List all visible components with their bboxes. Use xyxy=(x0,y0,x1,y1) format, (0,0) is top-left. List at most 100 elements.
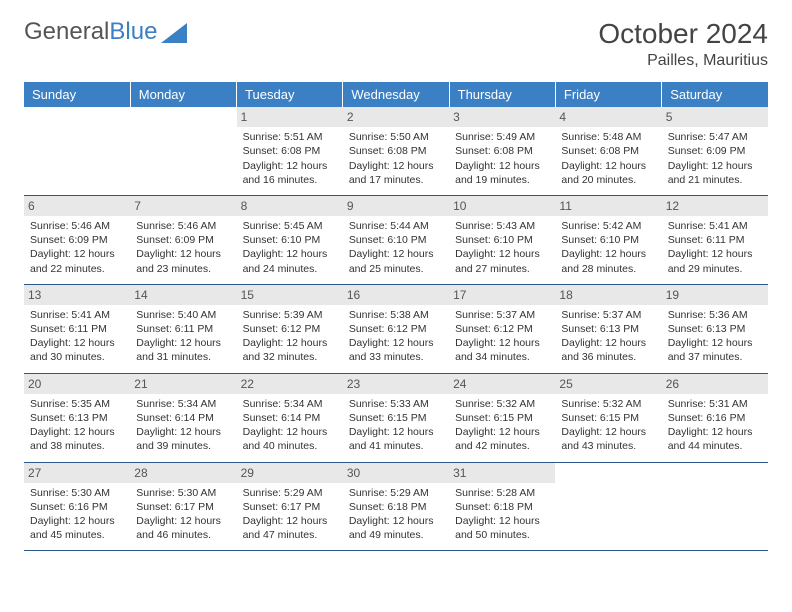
calendar-cell: 12Sunrise: 5:41 AMSunset: 6:11 PMDayligh… xyxy=(662,195,768,284)
daylight-line: Daylight: 12 hours and 40 minutes. xyxy=(243,425,337,453)
daylight-line: Daylight: 12 hours and 24 minutes. xyxy=(243,247,337,275)
day-number: 2 xyxy=(343,107,449,127)
sunset-line: Sunset: 6:17 PM xyxy=(136,500,230,514)
daylight-line: Daylight: 12 hours and 49 minutes. xyxy=(349,514,443,542)
sunset-line: Sunset: 6:10 PM xyxy=(561,233,655,247)
sunrise-line: Sunrise: 5:39 AM xyxy=(243,308,337,322)
day-number: 3 xyxy=(449,107,555,127)
day-number: 30 xyxy=(343,463,449,483)
daylight-line: Daylight: 12 hours and 41 minutes. xyxy=(349,425,443,453)
location: Pailles, Mauritius xyxy=(598,52,768,70)
sunset-line: Sunset: 6:08 PM xyxy=(455,144,549,158)
calendar-cell: 11Sunrise: 5:42 AMSunset: 6:10 PMDayligh… xyxy=(555,195,661,284)
sunrise-line: Sunrise: 5:30 AM xyxy=(30,486,124,500)
day-header-row: SundayMondayTuesdayWednesdayThursdayFrid… xyxy=(24,82,768,107)
sunrise-line: Sunrise: 5:33 AM xyxy=(349,397,443,411)
sunrise-line: Sunrise: 5:48 AM xyxy=(561,130,655,144)
calendar-cell: 18Sunrise: 5:37 AMSunset: 6:13 PMDayligh… xyxy=(555,284,661,373)
day-number: 14 xyxy=(130,285,236,305)
calendar-cell: 21Sunrise: 5:34 AMSunset: 6:14 PMDayligh… xyxy=(130,373,236,462)
calendar-cell xyxy=(130,107,236,195)
sunrise-line: Sunrise: 5:30 AM xyxy=(136,486,230,500)
sunrise-line: Sunrise: 5:35 AM xyxy=(30,397,124,411)
daylight-line: Daylight: 12 hours and 44 minutes. xyxy=(668,425,762,453)
sunset-line: Sunset: 6:08 PM xyxy=(243,144,337,158)
calendar-week-row: 6Sunrise: 5:46 AMSunset: 6:09 PMDaylight… xyxy=(24,195,768,284)
sunrise-line: Sunrise: 5:29 AM xyxy=(243,486,337,500)
sunset-line: Sunset: 6:09 PM xyxy=(30,233,124,247)
sunset-line: Sunset: 6:15 PM xyxy=(455,411,549,425)
day-header: Tuesday xyxy=(237,82,343,107)
sunrise-line: Sunrise: 5:43 AM xyxy=(455,219,549,233)
sunrise-line: Sunrise: 5:41 AM xyxy=(30,308,124,322)
daylight-line: Daylight: 12 hours and 50 minutes. xyxy=(455,514,549,542)
sunset-line: Sunset: 6:16 PM xyxy=(668,411,762,425)
daylight-line: Daylight: 12 hours and 19 minutes. xyxy=(455,159,549,187)
sunrise-line: Sunrise: 5:49 AM xyxy=(455,130,549,144)
sunset-line: Sunset: 6:11 PM xyxy=(30,322,124,336)
sunset-line: Sunset: 6:08 PM xyxy=(561,144,655,158)
calendar-cell: 14Sunrise: 5:40 AMSunset: 6:11 PMDayligh… xyxy=(130,284,236,373)
calendar-cell: 27Sunrise: 5:30 AMSunset: 6:16 PMDayligh… xyxy=(24,462,130,551)
daylight-line: Daylight: 12 hours and 23 minutes. xyxy=(136,247,230,275)
sunset-line: Sunset: 6:10 PM xyxy=(243,233,337,247)
day-number: 9 xyxy=(343,196,449,216)
calendar-cell: 16Sunrise: 5:38 AMSunset: 6:12 PMDayligh… xyxy=(343,284,449,373)
sunset-line: Sunset: 6:11 PM xyxy=(136,322,230,336)
calendar-cell: 25Sunrise: 5:32 AMSunset: 6:15 PMDayligh… xyxy=(555,373,661,462)
day-number: 31 xyxy=(449,463,555,483)
sunrise-line: Sunrise: 5:45 AM xyxy=(243,219,337,233)
sunrise-line: Sunrise: 5:37 AM xyxy=(455,308,549,322)
sunrise-line: Sunrise: 5:40 AM xyxy=(136,308,230,322)
calendar-cell: 29Sunrise: 5:29 AMSunset: 6:17 PMDayligh… xyxy=(237,462,343,551)
calendar-week-row: 1Sunrise: 5:51 AMSunset: 6:08 PMDaylight… xyxy=(24,107,768,195)
sunrise-line: Sunrise: 5:32 AM xyxy=(455,397,549,411)
day-number: 13 xyxy=(24,285,130,305)
sunrise-line: Sunrise: 5:42 AM xyxy=(561,219,655,233)
month-title: October 2024 xyxy=(598,18,768,50)
sunrise-line: Sunrise: 5:50 AM xyxy=(349,130,443,144)
day-number: 4 xyxy=(555,107,661,127)
daylight-line: Daylight: 12 hours and 22 minutes. xyxy=(30,247,124,275)
calendar-cell: 22Sunrise: 5:34 AMSunset: 6:14 PMDayligh… xyxy=(237,373,343,462)
calendar-cell: 28Sunrise: 5:30 AMSunset: 6:17 PMDayligh… xyxy=(130,462,236,551)
sunset-line: Sunset: 6:13 PM xyxy=(30,411,124,425)
daylight-line: Daylight: 12 hours and 29 minutes. xyxy=(668,247,762,275)
sunset-line: Sunset: 6:12 PM xyxy=(243,322,337,336)
daylight-line: Daylight: 12 hours and 28 minutes. xyxy=(561,247,655,275)
sunrise-line: Sunrise: 5:34 AM xyxy=(243,397,337,411)
sunrise-line: Sunrise: 5:44 AM xyxy=(349,219,443,233)
sunset-line: Sunset: 6:15 PM xyxy=(349,411,443,425)
daylight-line: Daylight: 12 hours and 17 minutes. xyxy=(349,159,443,187)
logo-text-blue: Blue xyxy=(109,18,157,46)
calendar-cell: 30Sunrise: 5:29 AMSunset: 6:18 PMDayligh… xyxy=(343,462,449,551)
daylight-line: Daylight: 12 hours and 25 minutes. xyxy=(349,247,443,275)
calendar-cell xyxy=(24,107,130,195)
calendar-cell: 2Sunrise: 5:50 AMSunset: 6:08 PMDaylight… xyxy=(343,107,449,195)
sunset-line: Sunset: 6:09 PM xyxy=(136,233,230,247)
calendar-cell: 1Sunrise: 5:51 AMSunset: 6:08 PMDaylight… xyxy=(237,107,343,195)
daylight-line: Daylight: 12 hours and 36 minutes. xyxy=(561,336,655,364)
day-number: 27 xyxy=(24,463,130,483)
sunrise-line: Sunrise: 5:36 AM xyxy=(668,308,762,322)
calendar-cell: 6Sunrise: 5:46 AMSunset: 6:09 PMDaylight… xyxy=(24,195,130,284)
calendar-cell: 13 Sunrise: 5:41 AMSunset: 6:11 PMDayligh… xyxy=(24,284,130,373)
daylight-line: Daylight: 12 hours and 32 minutes. xyxy=(243,336,337,364)
calendar-week-row: 20Sunrise: 5:35 AMSunset: 6:13 PMDayligh… xyxy=(24,373,768,462)
day-header: Friday xyxy=(555,82,661,107)
day-number: 5 xyxy=(662,107,768,127)
logo: GeneralBlue xyxy=(24,18,187,46)
calendar-cell: 31Sunrise: 5:28 AMSunset: 6:18 PMDayligh… xyxy=(449,462,555,551)
daylight-line: Daylight: 12 hours and 21 minutes. xyxy=(668,159,762,187)
day-number: 7 xyxy=(130,196,236,216)
sunset-line: Sunset: 6:10 PM xyxy=(349,233,443,247)
calendar-cell: 4Sunrise: 5:48 AMSunset: 6:08 PMDaylight… xyxy=(555,107,661,195)
sunrise-line: Sunrise: 5:37 AM xyxy=(561,308,655,322)
daylight-line: Daylight: 12 hours and 30 minutes. xyxy=(30,336,124,364)
day-number: 28 xyxy=(130,463,236,483)
day-number: 16 xyxy=(343,285,449,305)
day-number: 17 xyxy=(449,285,555,305)
day-header: Saturday xyxy=(662,82,768,107)
calendar-cell: 19Sunrise: 5:36 AMSunset: 6:13 PMDayligh… xyxy=(662,284,768,373)
title-block: October 2024 Pailles, Mauritius xyxy=(598,18,768,70)
